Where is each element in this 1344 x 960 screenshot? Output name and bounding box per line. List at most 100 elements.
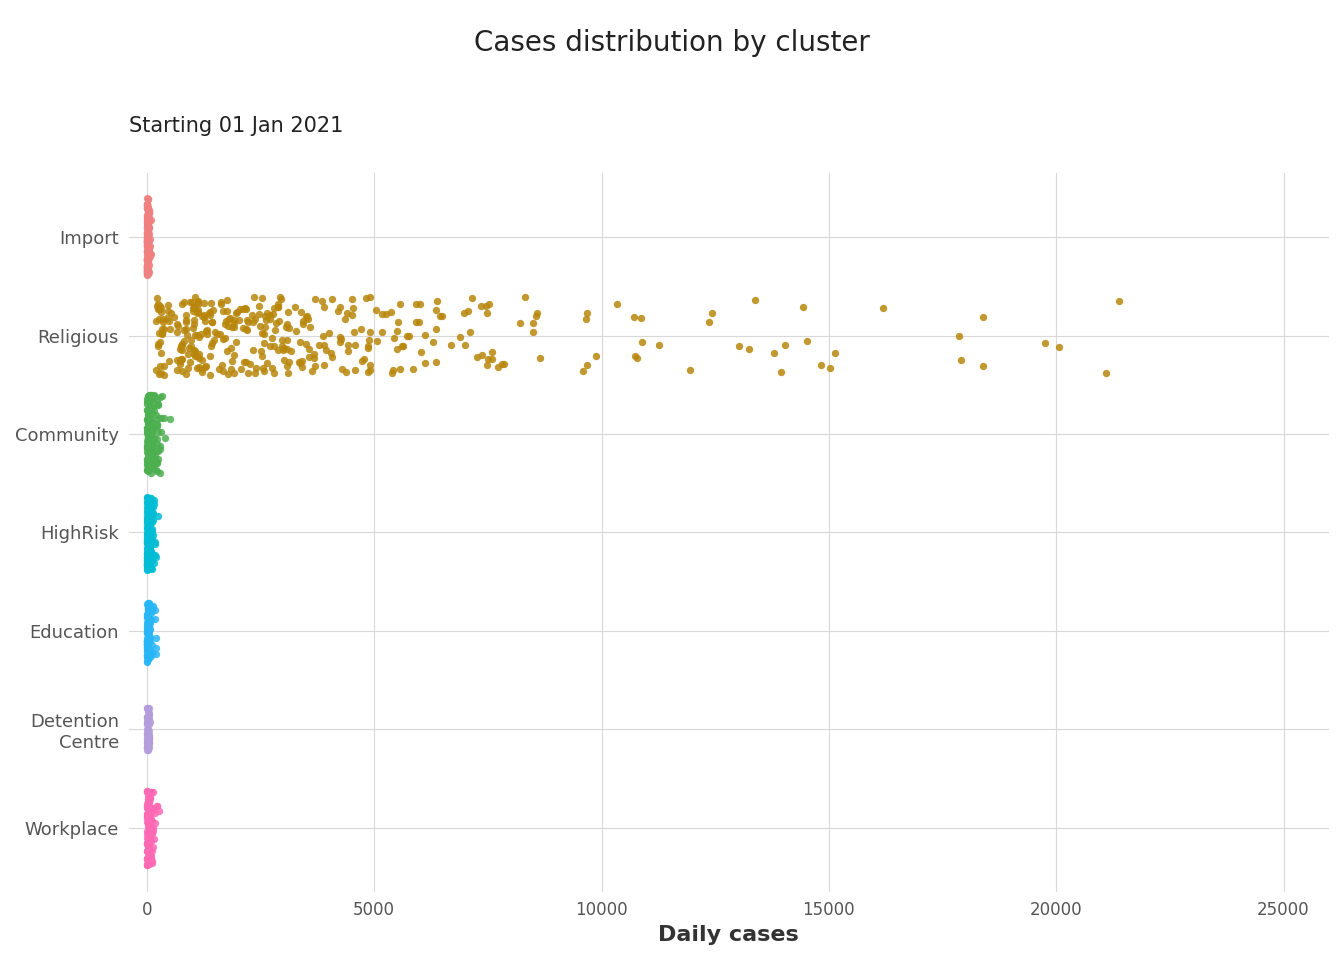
Point bbox=[137, 834, 159, 850]
Point bbox=[180, 332, 202, 348]
Point bbox=[136, 207, 157, 223]
Point bbox=[163, 309, 184, 324]
Point bbox=[138, 209, 160, 225]
Point bbox=[141, 637, 163, 653]
Point bbox=[138, 507, 160, 522]
Point bbox=[211, 296, 233, 311]
Point bbox=[136, 797, 157, 812]
Point bbox=[141, 444, 163, 459]
Point bbox=[184, 348, 206, 364]
Point bbox=[137, 857, 159, 873]
Point bbox=[211, 294, 233, 309]
Point bbox=[341, 307, 363, 323]
Point bbox=[137, 263, 159, 278]
Point bbox=[175, 366, 196, 381]
Point bbox=[185, 305, 207, 321]
Point bbox=[136, 631, 157, 646]
Point bbox=[141, 844, 163, 859]
Point bbox=[137, 438, 159, 453]
Point bbox=[146, 397, 168, 413]
Point bbox=[138, 847, 160, 862]
Point bbox=[269, 290, 290, 305]
Point bbox=[137, 428, 159, 444]
Point bbox=[207, 326, 228, 342]
Point bbox=[151, 365, 172, 380]
Point bbox=[202, 314, 223, 329]
Point bbox=[138, 204, 160, 220]
Point bbox=[137, 542, 159, 558]
Point bbox=[426, 293, 448, 308]
Point bbox=[137, 206, 159, 222]
Point bbox=[136, 420, 157, 436]
Point bbox=[137, 412, 159, 427]
Text: Cases distribution by cluster: Cases distribution by cluster bbox=[474, 29, 870, 57]
Point bbox=[137, 546, 159, 562]
Point bbox=[136, 261, 157, 276]
Point bbox=[285, 324, 306, 339]
Point bbox=[137, 726, 159, 741]
Point bbox=[137, 621, 159, 636]
Point bbox=[141, 493, 163, 509]
Point bbox=[137, 449, 159, 465]
Point bbox=[140, 497, 161, 513]
Point bbox=[140, 461, 161, 476]
Point bbox=[144, 496, 165, 512]
Point bbox=[523, 316, 544, 331]
Point bbox=[137, 611, 159, 626]
Point bbox=[138, 728, 160, 743]
Point bbox=[145, 631, 167, 646]
Point bbox=[191, 326, 212, 342]
Point bbox=[470, 299, 492, 314]
Point bbox=[159, 314, 180, 329]
Point bbox=[137, 702, 159, 717]
Point bbox=[153, 359, 175, 374]
Point bbox=[138, 849, 160, 864]
Point bbox=[140, 560, 161, 575]
Point bbox=[328, 303, 349, 319]
Point bbox=[136, 230, 157, 246]
Point bbox=[310, 293, 332, 308]
Point bbox=[137, 402, 159, 418]
Point bbox=[146, 299, 168, 314]
Point bbox=[137, 263, 159, 278]
Point bbox=[138, 516, 160, 531]
Point bbox=[151, 300, 172, 315]
Point bbox=[144, 430, 165, 445]
Point bbox=[137, 444, 159, 459]
Point bbox=[177, 346, 199, 361]
Point bbox=[199, 304, 220, 320]
Point bbox=[137, 233, 159, 249]
Point bbox=[415, 327, 437, 343]
Point bbox=[137, 394, 159, 409]
Point bbox=[137, 494, 159, 510]
Point bbox=[137, 715, 159, 731]
Point bbox=[137, 417, 159, 432]
Point bbox=[148, 338, 169, 353]
Point bbox=[138, 803, 160, 818]
Point bbox=[137, 595, 159, 611]
Point bbox=[140, 490, 161, 505]
Point bbox=[138, 849, 160, 864]
Point bbox=[304, 346, 325, 361]
Point bbox=[390, 361, 411, 376]
Point bbox=[137, 702, 159, 717]
Point bbox=[137, 620, 159, 636]
Point bbox=[344, 363, 366, 378]
Point bbox=[290, 353, 312, 369]
Point bbox=[137, 602, 159, 617]
Point bbox=[140, 546, 161, 562]
Point bbox=[138, 423, 160, 439]
Point bbox=[262, 306, 284, 322]
Point bbox=[138, 525, 160, 540]
Point bbox=[140, 388, 161, 403]
Point bbox=[141, 515, 163, 530]
Point bbox=[136, 402, 157, 418]
Point bbox=[145, 612, 167, 627]
Point bbox=[136, 211, 157, 227]
Point bbox=[137, 789, 159, 804]
Point bbox=[142, 458, 164, 473]
Point bbox=[237, 323, 258, 338]
Point bbox=[138, 430, 160, 445]
Point bbox=[137, 428, 159, 444]
Point bbox=[152, 322, 173, 337]
